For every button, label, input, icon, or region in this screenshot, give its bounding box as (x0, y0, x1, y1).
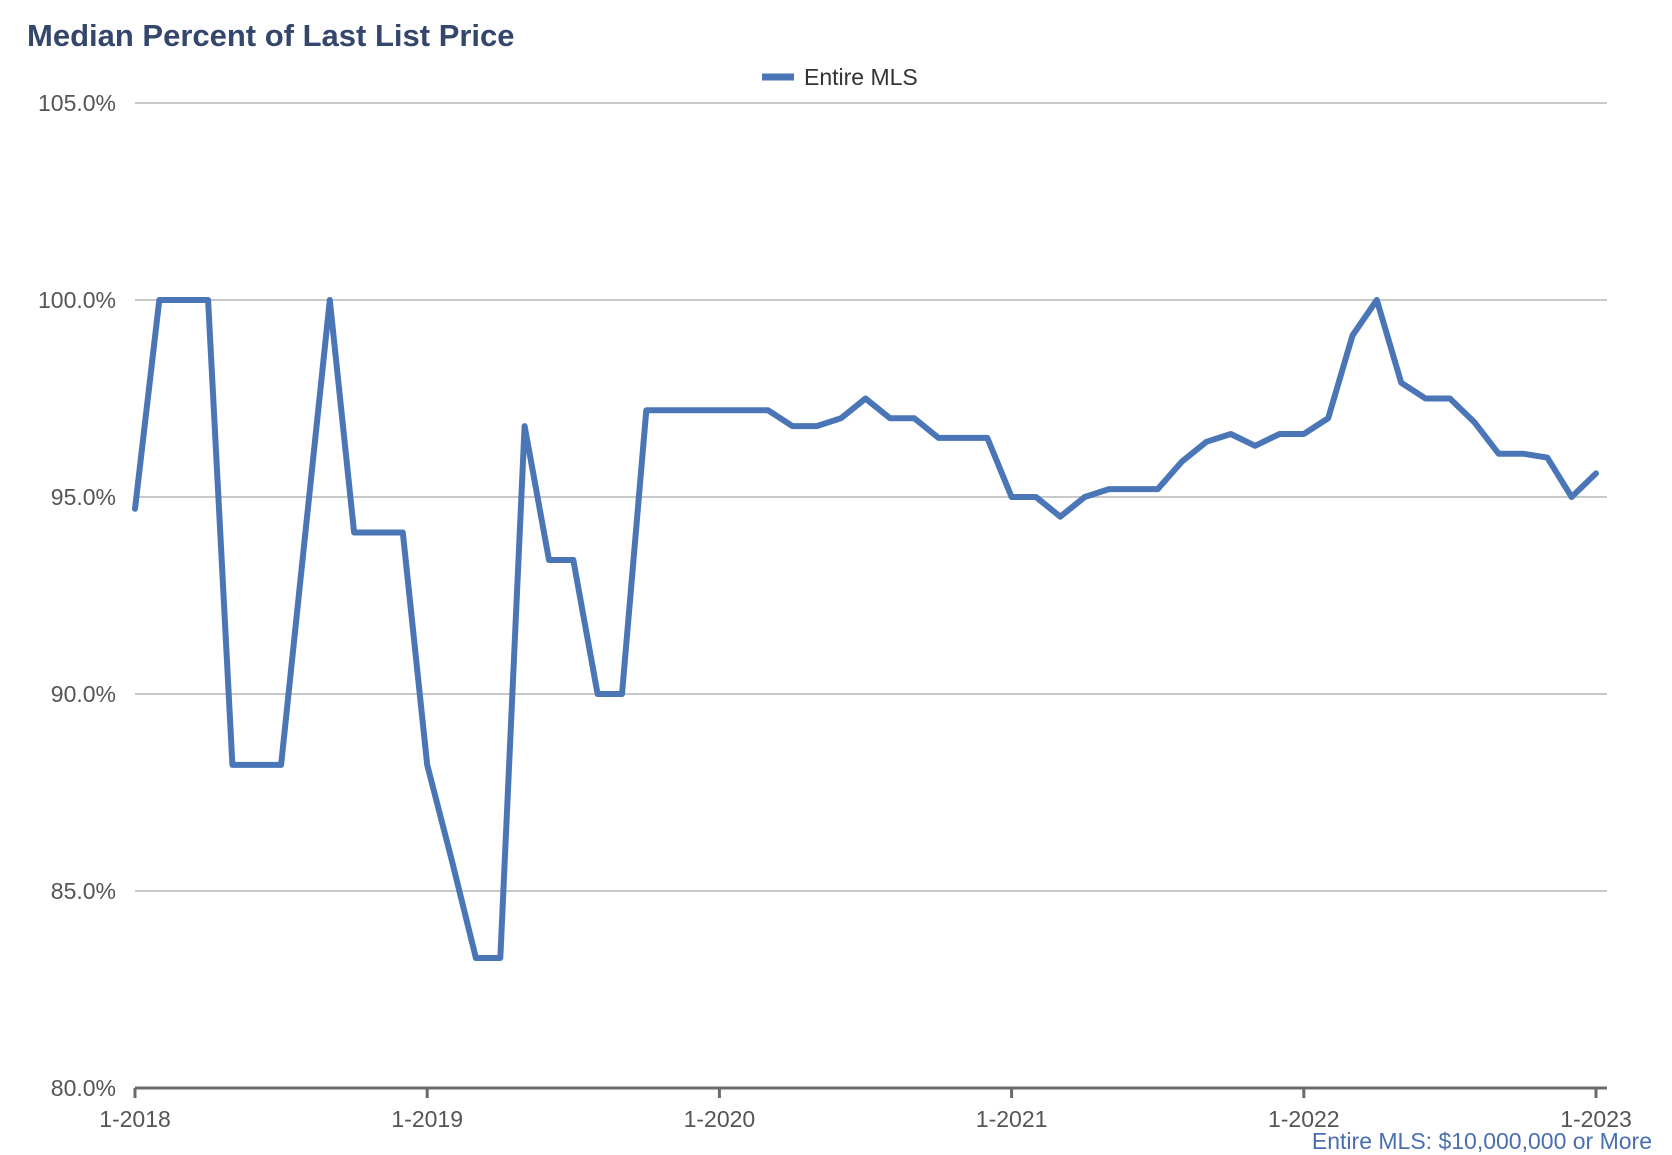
data-point (863, 396, 869, 402)
data-point (229, 762, 235, 768)
data-point (1057, 514, 1063, 520)
data-point (619, 691, 625, 697)
data-point (522, 423, 528, 429)
x-tick-label: 1-2022 (1268, 1106, 1340, 1132)
y-tick-label: 100.0% (38, 287, 116, 313)
data-point (570, 557, 576, 563)
y-tick-label: 95.0% (51, 484, 116, 510)
data-point (1009, 494, 1015, 500)
data-point (668, 407, 674, 413)
data-point (887, 415, 893, 421)
data-point (254, 762, 260, 768)
data-point (1520, 451, 1526, 457)
x-tick-label: 1-2020 (684, 1106, 756, 1132)
data-point (1569, 494, 1575, 500)
data-point (156, 297, 162, 303)
data-point (1544, 455, 1550, 461)
data-point (1228, 431, 1234, 437)
data-point (400, 529, 406, 535)
data-point (1301, 431, 1307, 437)
data-point (1496, 451, 1502, 457)
x-tick-label: 1-2018 (99, 1106, 171, 1132)
legend: Entire MLS (762, 64, 918, 90)
data-point (1398, 380, 1404, 386)
data-point (1423, 396, 1429, 402)
data-point (473, 955, 479, 961)
y-tick-label: 90.0% (51, 681, 116, 707)
data-point (741, 407, 747, 413)
data-point (1033, 494, 1039, 500)
data-point (1374, 297, 1380, 303)
data-point (814, 423, 820, 429)
data-point (1350, 332, 1356, 338)
data-point (911, 415, 917, 421)
data-point (376, 529, 382, 535)
x-tick-label: 1-2023 (1560, 1106, 1632, 1132)
data-point (789, 423, 795, 429)
data-point (351, 529, 357, 535)
data-point (692, 407, 698, 413)
data-point (205, 297, 211, 303)
data-point (936, 435, 942, 441)
data-point (838, 415, 844, 421)
data-point (181, 297, 187, 303)
x-tick-label: 1-2019 (391, 1106, 463, 1132)
data-point (497, 955, 503, 961)
y-axis-labels: 80.0% 85.0% 90.0% 95.0% 100.0% 105.0% (38, 90, 116, 1101)
data-point (1179, 459, 1185, 465)
x-axis: 1-2018 1-2019 1-2020 1-2021 1-2022 1-2023 (99, 1086, 1632, 1132)
data-point (449, 856, 455, 862)
data-point (1252, 443, 1258, 449)
data-point (327, 297, 333, 303)
data-point (132, 506, 138, 512)
x-tick-label: 1-2021 (976, 1106, 1048, 1132)
data-point (643, 407, 649, 413)
series-line (132, 297, 1599, 961)
gridlines (135, 102, 1607, 892)
chart-footnote: Entire MLS: $10,000,000 or More (1311, 1128, 1652, 1154)
data-point (716, 407, 722, 413)
chart-title: Median Percent of Last List Price (27, 18, 515, 53)
y-tick-label: 105.0% (38, 90, 116, 116)
data-point (546, 557, 552, 563)
data-point (1471, 419, 1477, 425)
data-point (1203, 439, 1209, 445)
data-point (278, 762, 284, 768)
y-tick-label: 85.0% (51, 878, 116, 904)
data-point (424, 762, 430, 768)
y-tick-label: 80.0% (51, 1075, 116, 1101)
data-point (1593, 470, 1599, 476)
data-point (1130, 486, 1136, 492)
data-point (1082, 494, 1088, 500)
data-point (765, 407, 771, 413)
series-layer (132, 297, 1599, 961)
data-point (1155, 486, 1161, 492)
data-point (984, 435, 990, 441)
data-point (1276, 431, 1282, 437)
legend-label: Entire MLS (804, 64, 918, 90)
data-point (960, 435, 966, 441)
data-point (1325, 415, 1331, 421)
data-point (1106, 486, 1112, 492)
data-point (302, 529, 308, 535)
data-point (595, 691, 601, 697)
data-point (1447, 396, 1453, 402)
